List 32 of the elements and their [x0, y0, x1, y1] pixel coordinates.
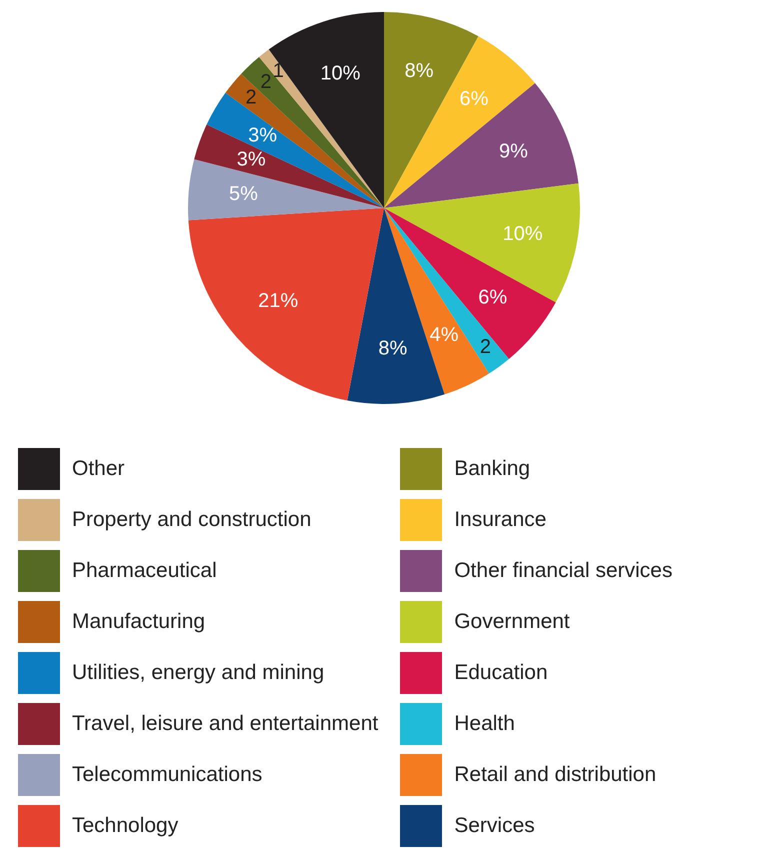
legend-label: Services: [454, 814, 535, 838]
data-label: 2: [260, 70, 272, 93]
legend-label: Banking: [454, 457, 530, 481]
data-label: 3%: [248, 124, 278, 147]
legend-label: Retail and distribution: [454, 763, 656, 787]
legend-label: Telecommunications: [72, 763, 262, 787]
data-label: 8%: [378, 337, 408, 360]
legend-label: Insurance: [454, 508, 546, 532]
data-label: 1: [272, 60, 284, 82]
legend-label: Other: [72, 457, 125, 481]
legend-label: Technology: [72, 814, 178, 838]
data-label: 6%: [460, 88, 489, 110]
legend-label: Education: [454, 661, 548, 685]
data-label: 3%: [236, 148, 266, 171]
legend-label: Pharmaceutical: [72, 559, 217, 583]
data-label: 8%: [404, 60, 434, 82]
data-label: 5%: [229, 183, 258, 206]
data-label: 2: [480, 336, 491, 358]
data-label: 21%: [258, 290, 298, 312]
legend-label: Travel, leisure and entertainment: [72, 712, 378, 736]
data-label: 6%: [478, 286, 508, 308]
legend-label: Utilities, energy and mining: [72, 661, 324, 685]
legend-label: Government: [454, 610, 570, 634]
legend-label: Health: [454, 712, 515, 736]
legend-label: Property and construction: [72, 508, 312, 532]
data-label: 9%: [499, 140, 528, 162]
legend-label: Manufacturing: [72, 610, 206, 634]
data-label: 2: [246, 86, 257, 109]
data-label: 10%: [320, 62, 361, 84]
data-label: 10%: [502, 222, 543, 245]
legend-label: Other financial services: [454, 559, 672, 583]
data-label: 4%: [430, 324, 459, 346]
